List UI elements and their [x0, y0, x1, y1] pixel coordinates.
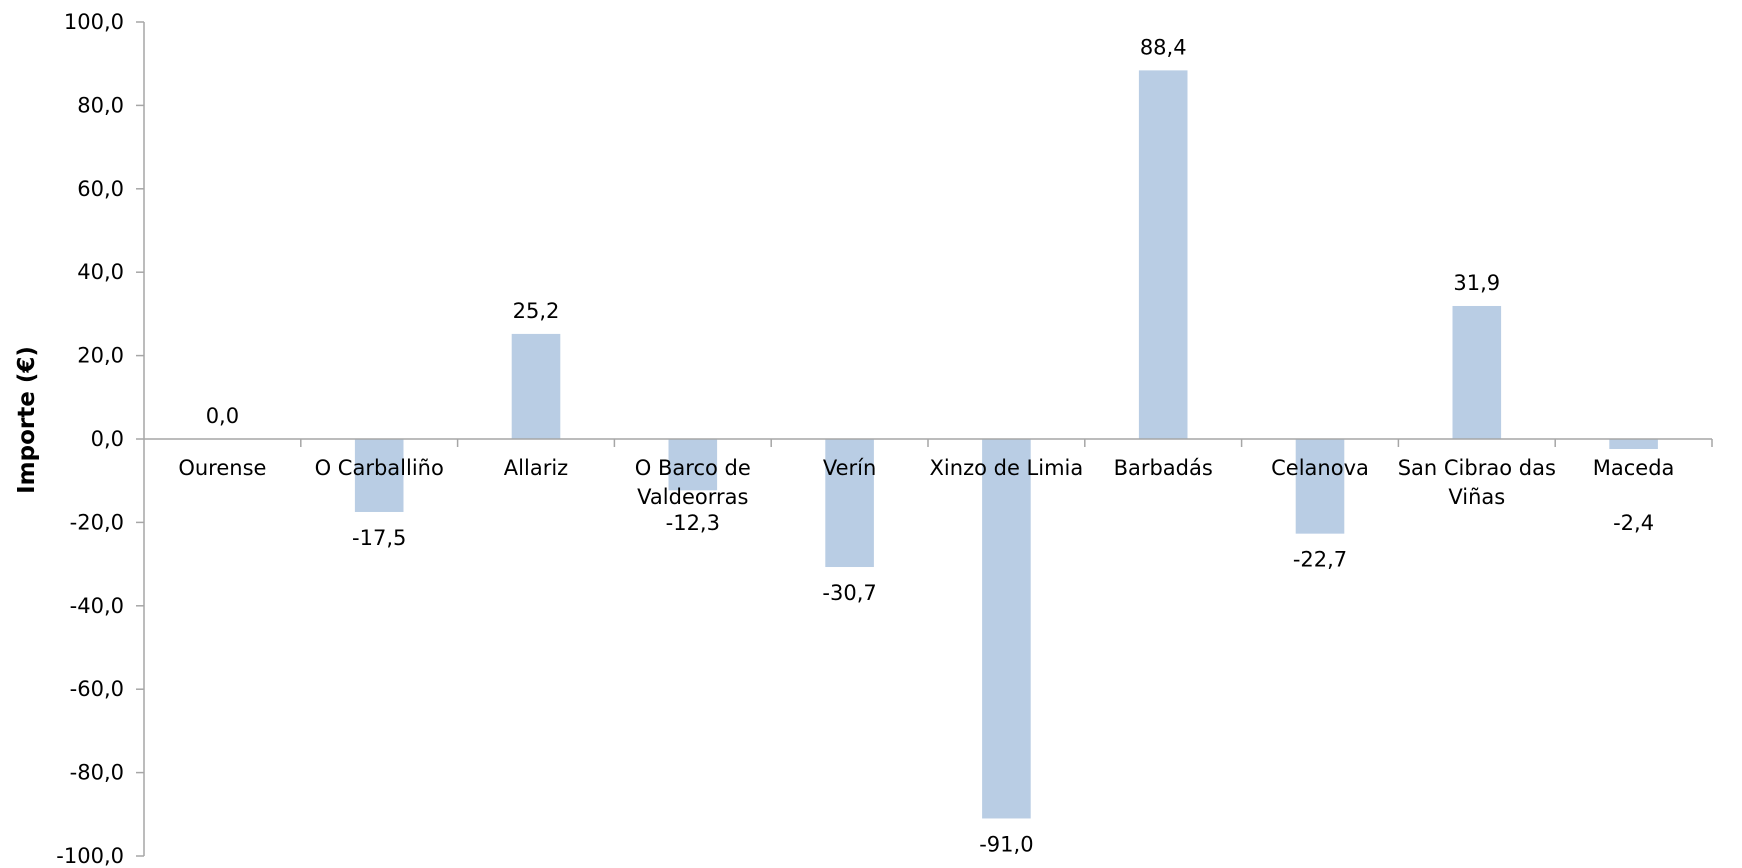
category-label: Viñas	[1448, 485, 1505, 509]
axes	[143, 22, 1713, 856]
bar	[354, 439, 404, 512]
bar	[825, 439, 874, 568]
y-axis-title: Importe (€)	[14, 346, 40, 494]
data-label: -30,7	[822, 581, 876, 605]
y-axis-ticks: 100,0 80,0 60,0 40,0 20,0 0,0 -20,0 -40,0 -60,0 -…	[56, 10, 144, 868]
category-label: San Cibrao das	[1398, 456, 1556, 480]
category-label: Xinzo de Limia	[930, 456, 1084, 480]
y-tick-label: 80,0	[77, 93, 124, 117]
bar	[1138, 70, 1188, 439]
category-label: O Carballiño	[315, 456, 444, 480]
y-tick-label: -80,0	[70, 761, 124, 785]
bar	[1295, 439, 1345, 534]
data-label: -91,0	[979, 832, 1033, 856]
category-label: Barbadás	[1114, 456, 1213, 480]
data-label: -17,5	[352, 526, 406, 550]
y-tick-label: 40,0	[77, 260, 124, 284]
data-label: -12,3	[666, 511, 720, 535]
data-label: -22,7	[1293, 548, 1347, 572]
bar	[1609, 439, 1658, 450]
y-axis-title-group: Importe (€)	[14, 346, 40, 494]
y-tick-label: 0,0	[91, 427, 124, 451]
y-tick-label: 100,0	[64, 10, 124, 34]
bar	[668, 439, 718, 491]
bars	[354, 70, 1658, 819]
y-tick-label: -100,0	[56, 844, 124, 868]
bar	[1452, 305, 1502, 439]
category-label: Celanova	[1271, 456, 1369, 480]
bar	[511, 333, 561, 439]
data-label: 0,0	[206, 404, 239, 428]
category-label: Allariz	[504, 456, 568, 480]
category-label: Ourense	[178, 456, 266, 480]
bar	[982, 439, 1031, 819]
data-label: 31,9	[1453, 271, 1500, 295]
data-label: 25,2	[513, 299, 560, 323]
y-tick-label: -40,0	[70, 594, 124, 618]
category-label: Maceda	[1593, 456, 1675, 480]
y-tick-label: -20,0	[70, 510, 124, 534]
category-label: O Barco de	[635, 456, 751, 480]
category-label: Valdeorras	[637, 485, 748, 509]
category-label: Verín	[823, 456, 876, 480]
category-labels: Ourense O Carballiño Allariz O Barco de Vald…	[178, 456, 1674, 509]
y-tick-label: 20,0	[77, 344, 124, 368]
data-labels: 0,0 -17,5 25,2 -12,3 -30,7 -91,0 88,4 -22,7 31,9…	[206, 35, 1654, 856]
data-label: -2,4	[1613, 511, 1654, 535]
y-tick-label: -60,0	[70, 677, 124, 701]
data-label: 88,4	[1140, 35, 1187, 59]
y-tick-label: 60,0	[77, 177, 124, 201]
